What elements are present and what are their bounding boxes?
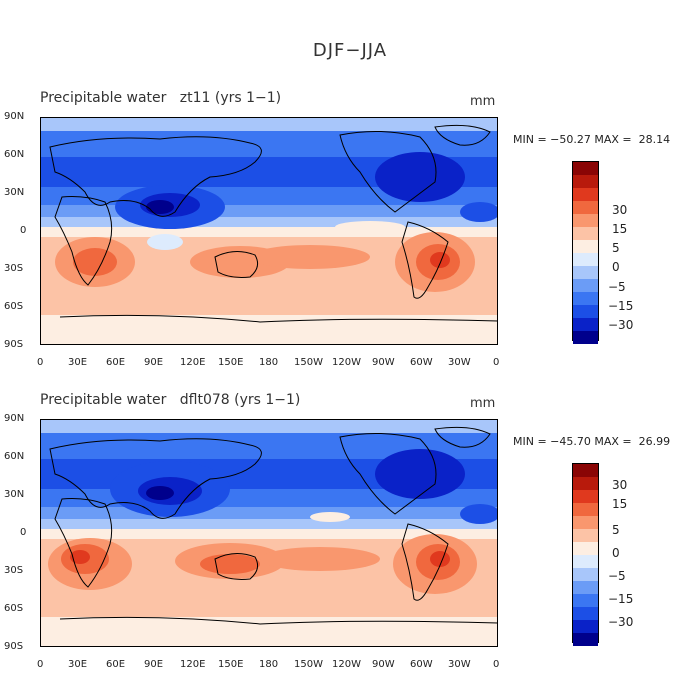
panel-1-colorbar-label: −5: [608, 280, 626, 294]
panel-1-colorbar-label: 5: [612, 241, 620, 255]
panel-1-colorbar-label: 0: [612, 260, 620, 274]
panel-2-colorbar-swatch: [573, 568, 598, 581]
panel-2-lat-label: 90N: [4, 413, 25, 424]
panel-2-colorbar-swatch: [573, 594, 598, 607]
panel-2-map: [40, 419, 498, 647]
panel-1-lon-label: 90E: [144, 357, 164, 368]
panel-1-map: [40, 117, 498, 345]
panel-2-lon-label: 0: [37, 659, 44, 670]
panel-2-colorbar-swatch: [573, 581, 598, 594]
panel-2-lon-label: 90E: [144, 659, 164, 670]
panel-2-title: Precipitable water dflt078 (yrs 1−1): [40, 392, 301, 408]
panel-1-colorbar-swatch: [573, 292, 598, 305]
panel-1-lon-label: 180: [259, 357, 279, 368]
panel-2-colorbar-swatch: [573, 516, 598, 529]
panel-1-lat-label: 30N: [4, 187, 25, 198]
panel-2-colorbar-swatch: [573, 633, 598, 646]
panel-2-lon-label: 150W: [294, 659, 323, 670]
panel-2-lat-label: 30S: [4, 565, 24, 576]
panel-1-lon-label: 0: [493, 357, 500, 368]
panel-1-lon-label: 90W: [372, 357, 395, 368]
panel-2-colorbar-swatch: [573, 555, 598, 568]
panel-2-colorbar-swatch: [573, 490, 598, 503]
panel-1-colorbar-swatch: [573, 305, 598, 318]
panel-2-lat-label: 0: [20, 527, 27, 538]
panel-1-lat-label: 90N: [4, 111, 25, 122]
panel-2-colorbar-swatch: [573, 620, 598, 633]
panel-2-colorbar-swatch: [573, 529, 598, 542]
panel-2-lon-label: 60W: [410, 659, 433, 670]
panel-1-lat-label: 90S: [4, 339, 24, 350]
panel-2-colorbar-label: 5: [612, 523, 620, 537]
panel-2-colorbar-label: 30: [612, 478, 628, 492]
panel-1-colorbar-swatch: [573, 240, 598, 253]
panel-1-colorbar-label: 30: [612, 203, 628, 217]
panel-1-colorbar-swatch: [573, 279, 598, 292]
panel-1-lon-label: 30E: [68, 357, 88, 368]
panel-2-colorbar: [572, 463, 599, 646]
panel-1-colorbar-swatch: [573, 188, 598, 201]
panel-2-lon-label: 120W: [332, 659, 361, 670]
panel-1-minmax: MIN = −50.27 MAX = 28.14: [513, 133, 671, 146]
panel-1-colorbar-swatch: [573, 201, 598, 214]
panel-2-lon-label: 120E: [180, 659, 206, 670]
panel-1-lat-label: 0: [20, 225, 27, 236]
panel-1-colorbar-label: 15: [612, 222, 628, 236]
panel-2-lat-label: 90S: [4, 641, 24, 652]
panel-1-colorbar: [572, 161, 599, 344]
panel-2-colorbar-swatch: [573, 464, 598, 477]
panel-1-colorbar-swatch: [573, 266, 598, 279]
panel-1-title: Precipitable water zt11 (yrs 1−1): [40, 90, 282, 106]
panel-2-colorbar-label: 0: [612, 546, 620, 560]
panel-2-minmax: MIN = −45.70 MAX = 26.99: [513, 435, 671, 448]
panel-1-lon-label: 120W: [332, 357, 361, 368]
panel-1-colorbar-swatch: [573, 253, 598, 266]
panel-2-colorbar-swatch: [573, 542, 598, 555]
panel-1-lon-label: 120E: [180, 357, 206, 368]
panel-1-colorbar-swatch: [573, 162, 598, 175]
panel-2-lon-label: 150E: [218, 659, 244, 670]
panel-1-units: mm: [470, 94, 496, 109]
panel-2-lon-label: 30E: [68, 659, 88, 670]
panel-1-lon-label: 60W: [410, 357, 433, 368]
panel-1-lat-label: 60S: [4, 301, 24, 312]
panel-2-colorbar-swatch: [573, 607, 598, 620]
panel-2-lon-label: 180: [259, 659, 279, 670]
panel-1-lat-label: 30S: [4, 263, 24, 274]
panel-1-colorbar-swatch: [573, 318, 598, 331]
panel-1-colorbar-swatch: [573, 214, 598, 227]
panel-2-lon-label: 60E: [106, 659, 126, 670]
panel-1-colorbar-swatch: [573, 227, 598, 240]
page-title: DJF−JJA: [312, 40, 388, 61]
panel-2-colorbar-label: −30: [608, 615, 634, 629]
panel-1-lon-label: 150W: [294, 357, 323, 368]
panel-2-colorbar-swatch: [573, 503, 598, 516]
panel-1-lon-label: 150E: [218, 357, 244, 368]
panel-1-lon-label: 30W: [448, 357, 471, 368]
panel-1-colorbar-label: −15: [608, 299, 634, 313]
panel-1-lat-label: 60N: [4, 149, 25, 160]
panel-1-colorbar-swatch: [573, 331, 598, 344]
panel-2-lon-label: 90W: [372, 659, 395, 670]
panel-2-units: mm: [470, 396, 496, 411]
panel-2-colorbar-label: −5: [608, 569, 626, 583]
panel-2-lat-label: 60S: [4, 603, 24, 614]
panel-2-colorbar-swatch: [573, 477, 598, 490]
panel-1-lon-label: 60E: [106, 357, 126, 368]
panel-2-lat-label: 30N: [4, 489, 25, 500]
panel-2-colorbar-label: 15: [612, 497, 628, 511]
panel-2-lon-label: 0: [493, 659, 500, 670]
panel-2-lat-label: 60N: [4, 451, 25, 462]
panel-2-lon-label: 30W: [448, 659, 471, 670]
panel-1-colorbar-swatch: [573, 175, 598, 188]
panel-1-lon-label: 0: [37, 357, 44, 368]
panel-1-colorbar-label: −30: [608, 318, 634, 332]
panel-2-colorbar-label: −15: [608, 592, 634, 606]
